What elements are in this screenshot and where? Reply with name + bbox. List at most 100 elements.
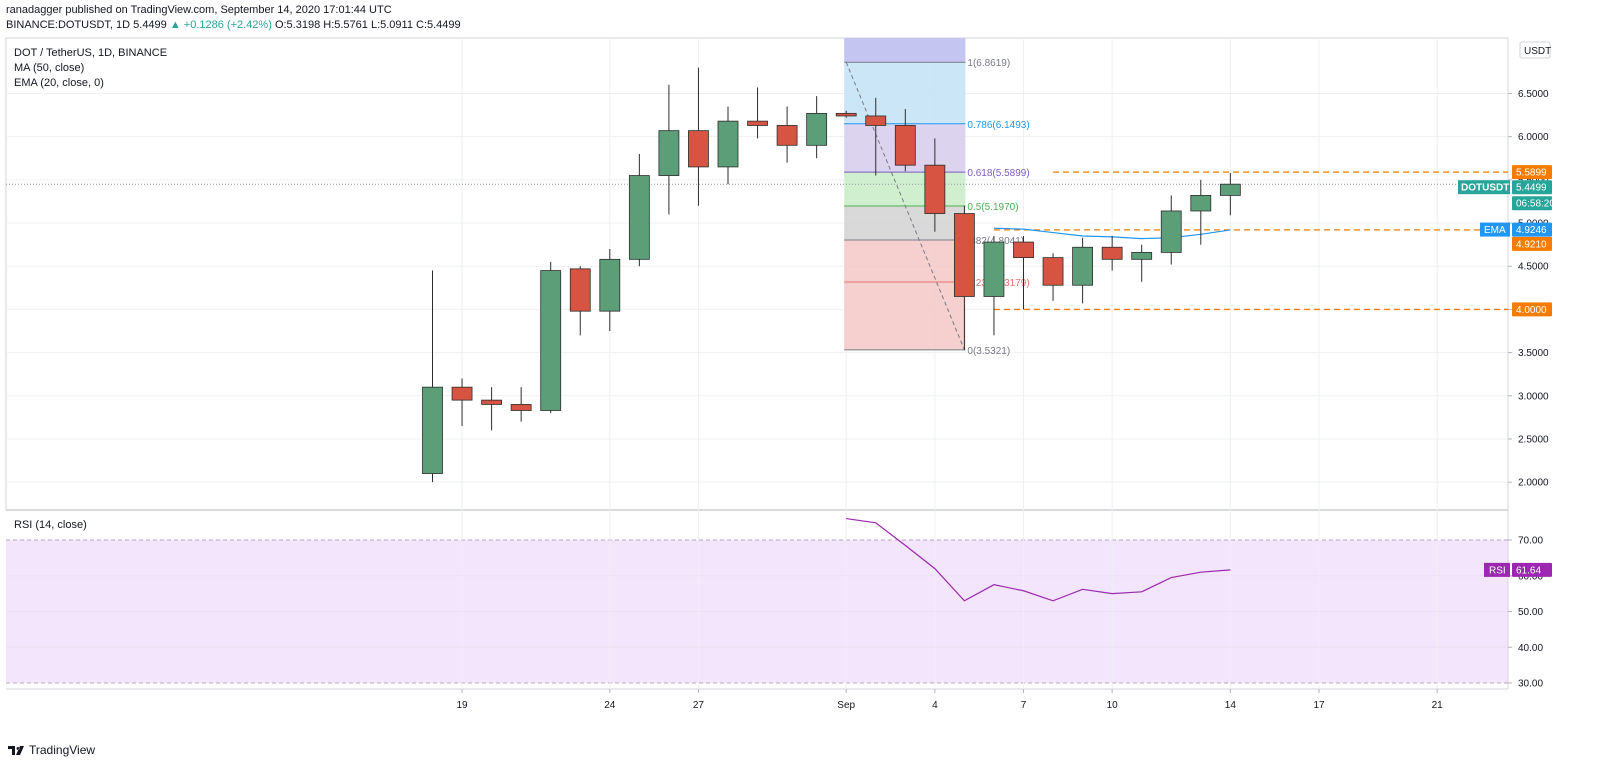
candle <box>1042 253 1064 301</box>
fib-zone <box>844 172 966 207</box>
candle-body <box>924 164 946 214</box>
pair-label: BINANCE:DOTUSDT, 1D <box>6 19 131 31</box>
tradingview-logo[interactable]: TradingView <box>8 743 95 757</box>
level-price-tag: 5.5899 <box>1516 168 1547 179</box>
rsi-line <box>846 517 1231 602</box>
fib-trend-line <box>845 62 965 351</box>
candle-body <box>628 175 650 260</box>
candle-body <box>835 112 857 117</box>
rsi-legend: RSI (14, close) <box>14 519 87 531</box>
ema-tag: EMA <box>1484 225 1506 236</box>
publish-info: ranadagger published on TradingView.com,… <box>6 4 392 16</box>
candle <box>451 378 473 427</box>
candle <box>599 248 621 332</box>
candle-body <box>776 125 798 146</box>
candle <box>865 97 887 176</box>
candle-body <box>1101 246 1123 260</box>
candle <box>983 236 1005 336</box>
currency-box <box>1519 41 1551 59</box>
time-tick-label: 27 <box>693 700 705 711</box>
candle <box>717 106 739 185</box>
candle-body <box>1013 241 1034 259</box>
candle-body <box>894 125 916 166</box>
candle <box>1219 172 1241 216</box>
candle-body <box>747 120 768 126</box>
candle <box>510 387 532 422</box>
fib-top-band <box>844 38 966 63</box>
candle-body <box>1042 257 1064 286</box>
candle-body <box>451 386 473 401</box>
ohlc-values: O:5.3198 H:5.5761 L:5.0911 C:5.4499 <box>274 19 461 31</box>
time-tick-label: 14 <box>1225 700 1237 711</box>
candle <box>1160 195 1182 265</box>
brand-label: TradingView <box>29 743 96 757</box>
candle-body <box>806 112 828 146</box>
rsi-tick-label: 30.00 <box>1518 679 1543 690</box>
candle-body <box>422 386 443 474</box>
rsi-value-tag: 61.64 <box>1516 565 1541 576</box>
price-tick-label: 3.5000 <box>1518 348 1549 359</box>
candle <box>806 96 828 159</box>
level-price-tag-bg <box>1512 165 1552 180</box>
candle <box>835 110 857 118</box>
last-price: 5.4499 <box>133 19 167 31</box>
time-tick-label: 7 <box>1021 700 1027 711</box>
candle-body <box>481 399 503 405</box>
symbol-tag: DOTUSDT <box>1461 183 1509 194</box>
fib-level-label: 0(3.5321) <box>967 346 1010 357</box>
candle <box>1101 236 1123 271</box>
candle-body <box>1190 195 1212 212</box>
fib-level-label: 0.618(5.5899) <box>967 168 1029 179</box>
fib-level-label: .382(4.8041) <box>967 236 1024 247</box>
level-price-tag: 4.0000 <box>1516 305 1547 316</box>
candle <box>569 266 591 336</box>
rsi-value-tag-bg <box>1512 562 1552 577</box>
currency-label: USDT <box>1524 46 1551 57</box>
price-tick-label: 2.0000 <box>1518 478 1549 489</box>
symbol-quote-line: BINANCE:DOTUSDT, 1D 5.4499 ▲ +0.1286 (+2… <box>6 19 461 31</box>
candle-body <box>1072 246 1093 286</box>
candle-body <box>510 404 532 411</box>
time-tick-label: 19 <box>456 700 468 711</box>
rsi-tag-bg <box>1484 562 1510 577</box>
fib-zone <box>844 281 966 350</box>
candle-body <box>688 130 709 168</box>
rsi-tick-label: 50.00 <box>1518 607 1543 618</box>
candle-body <box>865 115 887 126</box>
price-tick-label: 6.5000 <box>1518 89 1549 100</box>
candle <box>628 153 650 267</box>
candle-body <box>1131 252 1153 260</box>
time-tick-label: Sep <box>837 700 855 711</box>
last-price-tag: 5.4499 <box>1516 183 1547 194</box>
candle-body <box>540 270 562 411</box>
symbol-tag-bg <box>1458 180 1510 195</box>
ema-tag-bg <box>1480 222 1510 237</box>
candle <box>1190 179 1212 245</box>
symbol-legend: DOT / TetherUS, 1D, BINANCE <box>14 47 168 59</box>
candle <box>422 270 443 483</box>
candle-body <box>717 120 739 168</box>
price-tick-label: 4.5000 <box>1518 262 1549 273</box>
fib-level-label: 0.786(6.1493) <box>967 120 1029 131</box>
candle <box>1131 244 1153 282</box>
fib-level-label: 0.5(5.1970) <box>967 202 1018 213</box>
ma-legend: MA (50, close) <box>14 62 85 74</box>
candle <box>658 84 680 215</box>
fib-level-label: 1(6.8619) <box>967 58 1010 69</box>
candle-body <box>658 130 680 176</box>
candle <box>924 138 946 232</box>
time-tick-label: 17 <box>1313 700 1325 711</box>
candle <box>894 109 916 172</box>
time-tick-label: 10 <box>1107 700 1119 711</box>
ema-value-tag: 4.9246 <box>1516 225 1547 236</box>
candle-body <box>1160 210 1182 253</box>
last-price-tag-bg <box>1512 180 1552 195</box>
time-tick-label: 4 <box>932 700 938 711</box>
candle <box>954 205 975 351</box>
fib-zone <box>844 239 966 282</box>
rsi-tick-label: 70.00 <box>1518 536 1543 547</box>
rsi-tag: RSI <box>1489 565 1506 576</box>
price-tick-label: 6.0000 <box>1518 132 1549 143</box>
change-value: ▲ +0.1286 (+2.42%) <box>169 19 272 31</box>
